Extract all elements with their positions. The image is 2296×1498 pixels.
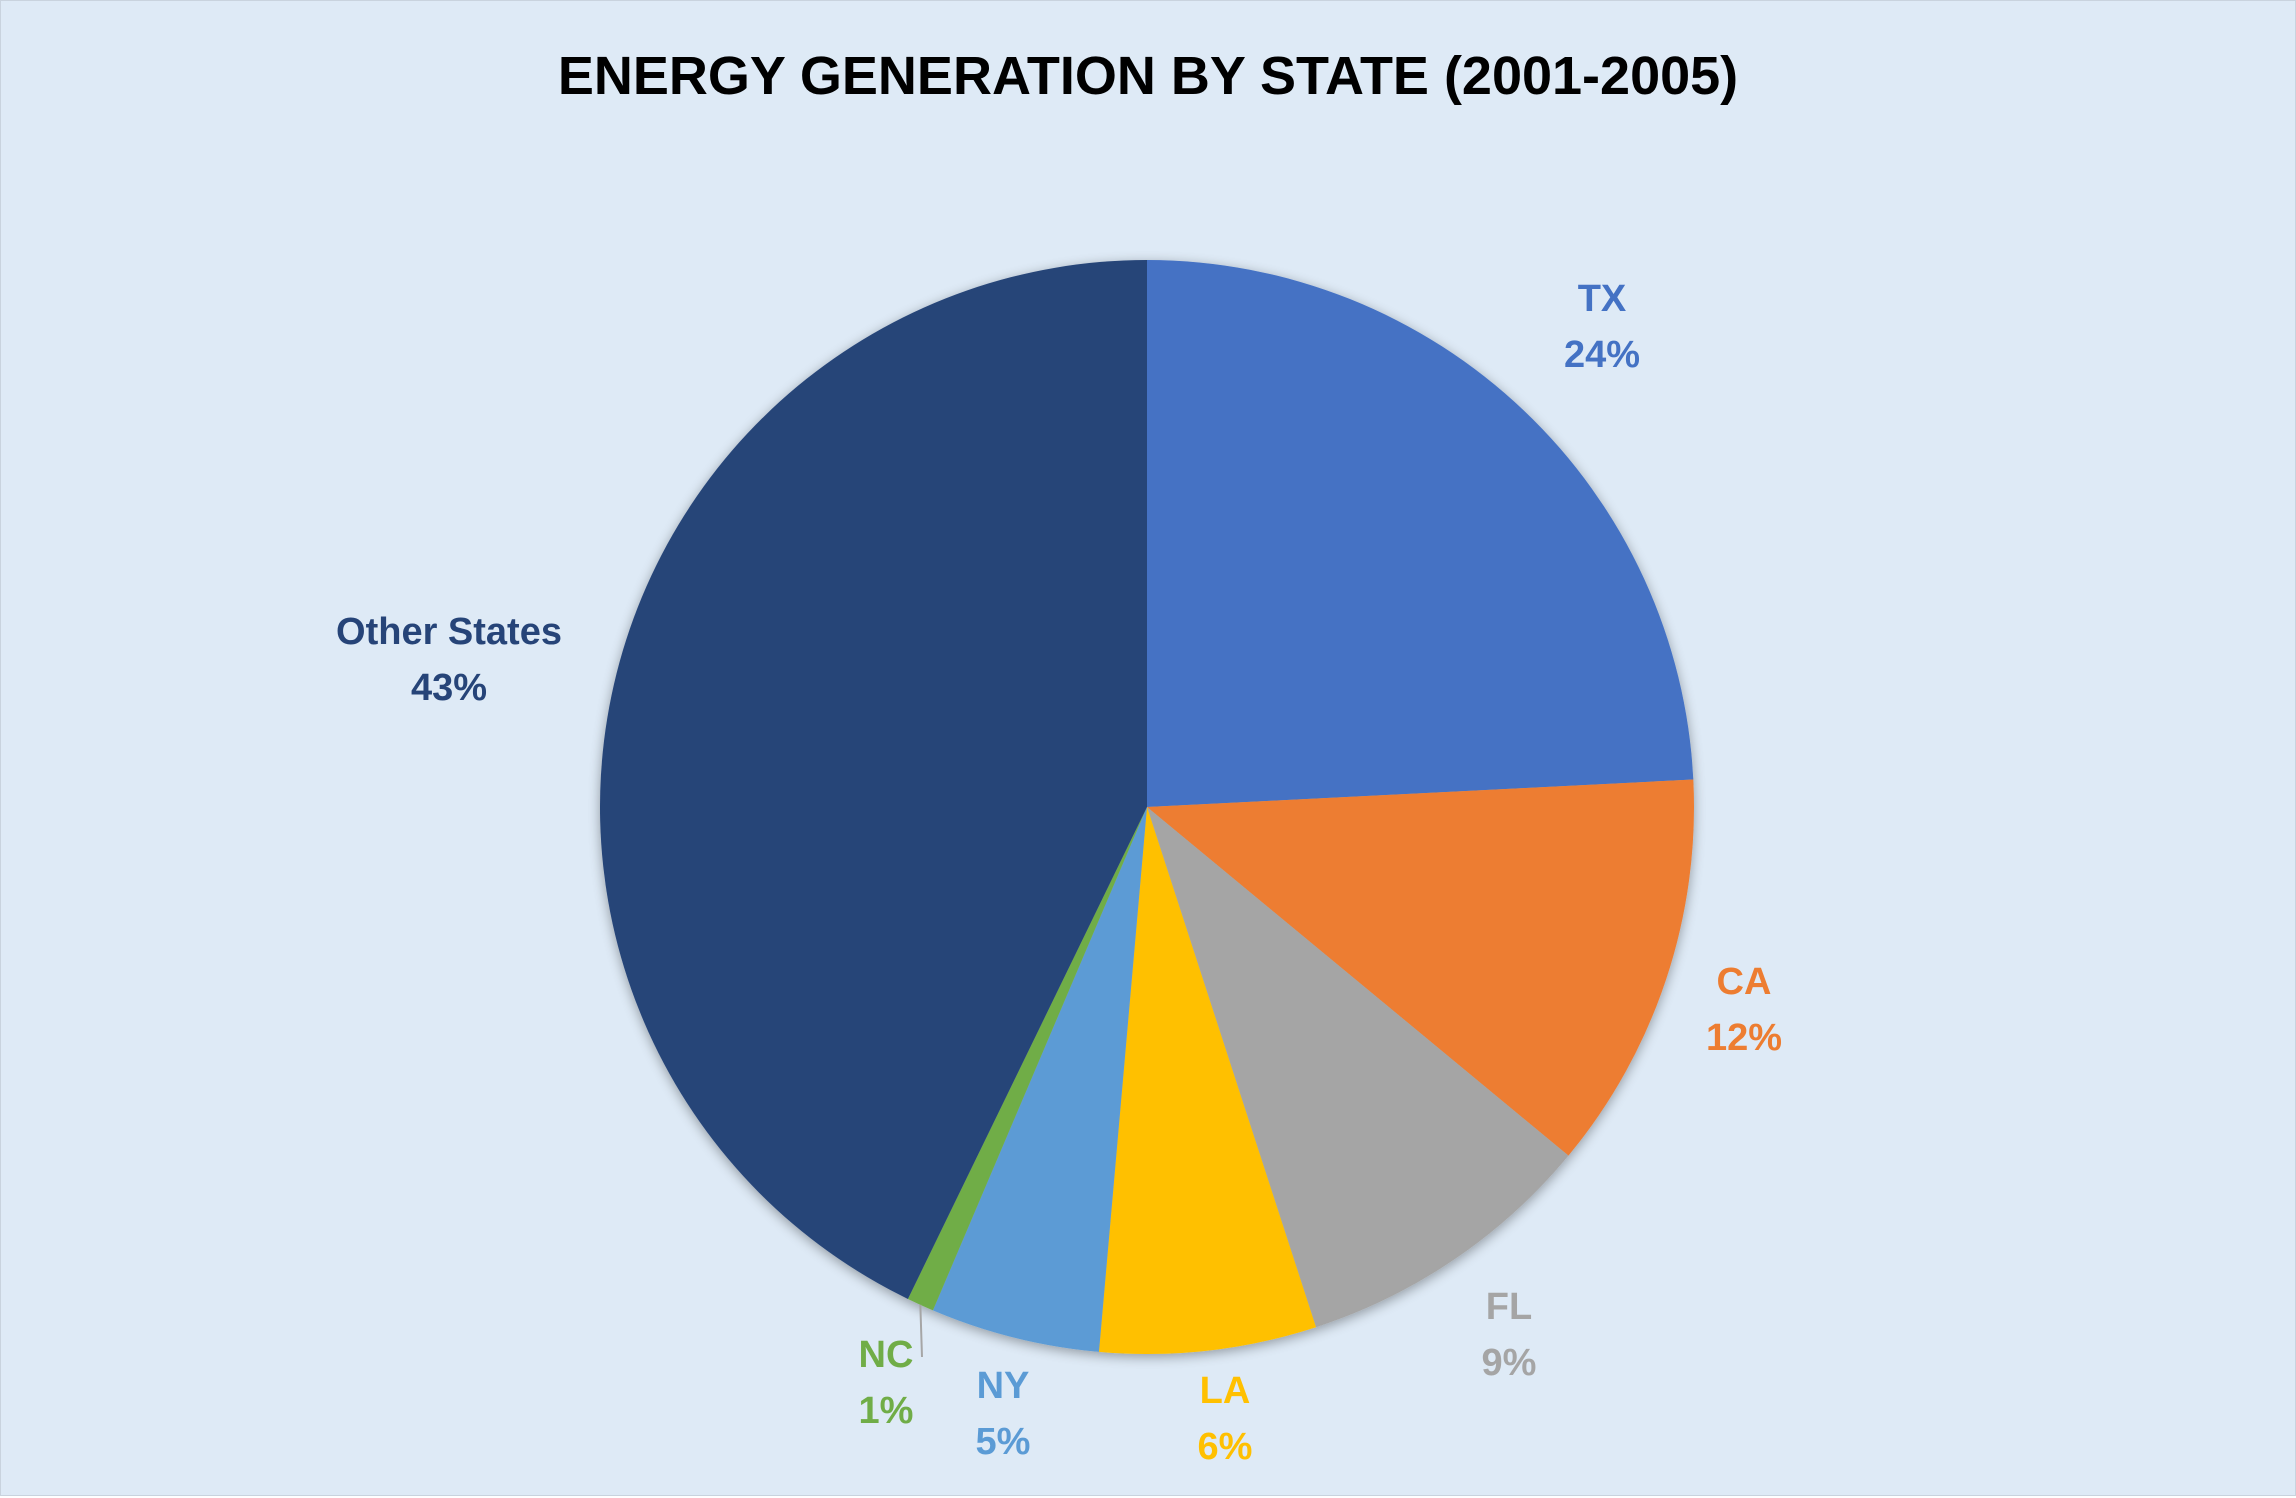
data-label-name-nc: NC — [859, 1334, 914, 1376]
data-label-percent-fl: 9% — [1482, 1342, 1537, 1384]
pie-slice-la — [1098, 807, 1317, 1355]
pie-slice-ny — [932, 807, 1147, 1352]
leader-line-nc — [919, 1304, 923, 1358]
data-label-percent-nc: 1% — [859, 1390, 914, 1432]
pie-slice-ca — [1147, 779, 1694, 1156]
data-label-percent-ny: 5% — [976, 1421, 1031, 1463]
data-label-name-la: LA — [1200, 1370, 1251, 1412]
pie-slice-other-states — [600, 260, 1147, 1299]
data-label-percent-tx: 24% — [1564, 334, 1640, 376]
chart-title: ENERGY GENERATION BY STATE (2001-2005) — [557, 46, 1739, 106]
data-label-name-ca: CA — [1717, 961, 1772, 1003]
data-labels: TX 24% CA 12% FL 9% LA 6% NY 5% NC 1% Other States 43… — [336, 278, 1782, 1468]
leader-lines — [919, 1304, 923, 1358]
pie-slice-nc — [907, 807, 1147, 1311]
data-label-name-other-states: Other States — [336, 611, 562, 653]
data-label-percent-la: 6% — [1198, 1426, 1253, 1468]
pie-slices — [600, 260, 1694, 1355]
data-label-percent-other-states: 43% — [411, 667, 487, 709]
pie-slice-tx — [1147, 260, 1694, 807]
data-label-name-tx: TX — [1578, 278, 1627, 320]
data-label-name-ny: NY — [977, 1365, 1030, 1407]
data-label-percent-ca: 12% — [1706, 1017, 1782, 1059]
data-label-name-fl: FL — [1486, 1286, 1532, 1328]
pie-slice-fl — [1147, 807, 1569, 1328]
